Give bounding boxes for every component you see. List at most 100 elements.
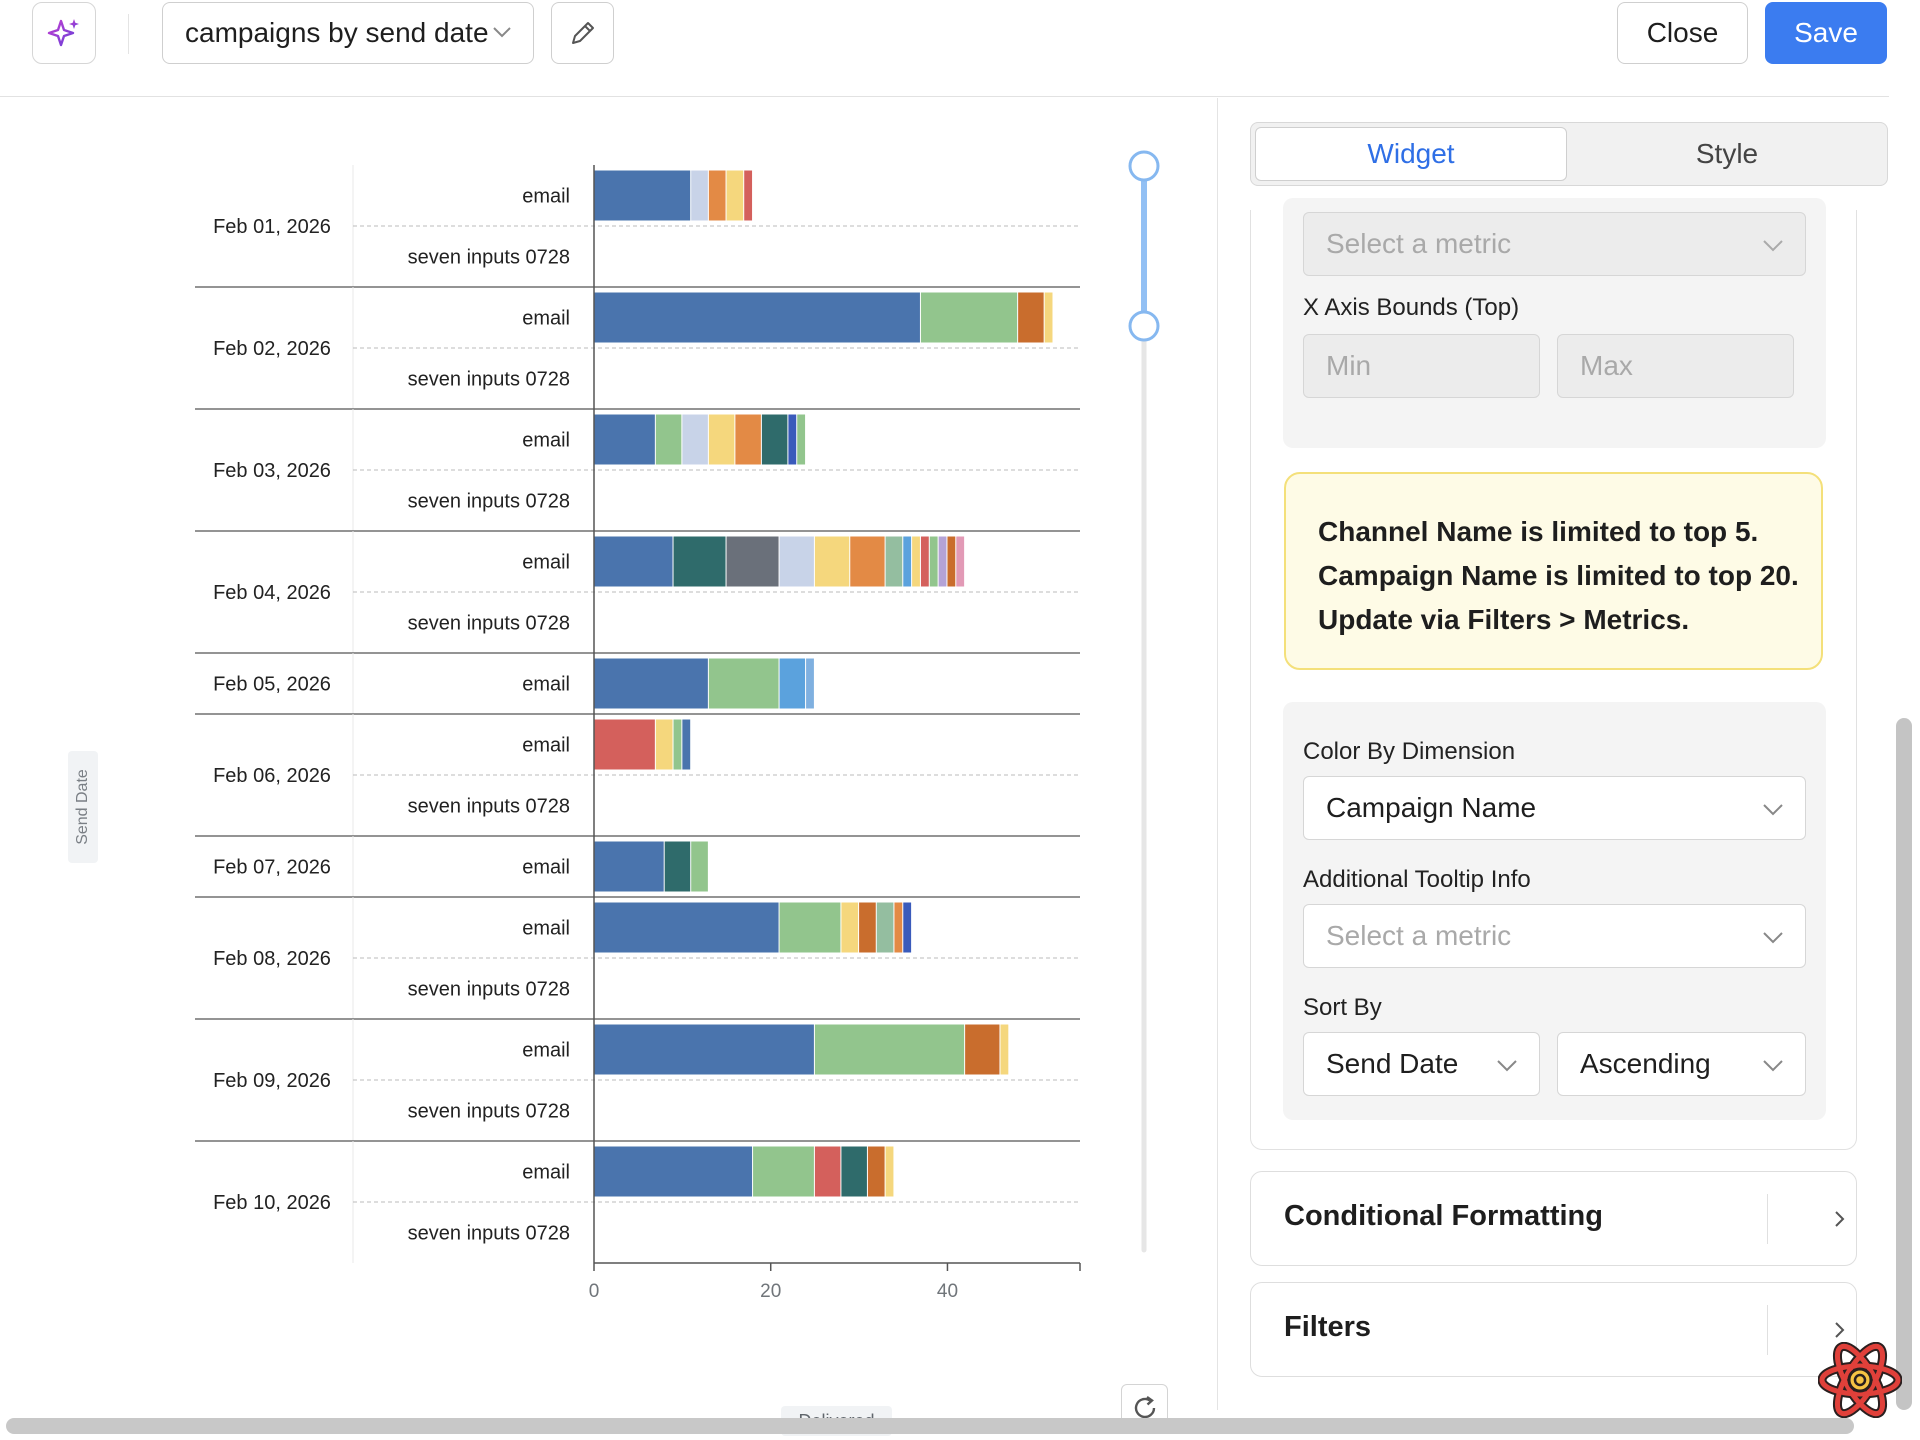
top-metric-select[interactable]: Select a metric	[1303, 212, 1806, 276]
bar-segment	[735, 414, 761, 465]
bar-segment	[594, 658, 708, 709]
chevron-down-icon	[493, 27, 511, 38]
bar-segment	[682, 414, 708, 465]
date-label: Feb 03, 2026	[213, 460, 331, 482]
close-button[interactable]: Close	[1617, 2, 1748, 64]
chevron-right-icon	[1835, 1322, 1845, 1338]
x-tick-label: 20	[760, 1281, 781, 1302]
bar-segment	[594, 841, 664, 892]
react-devtools-icon[interactable]	[1818, 1342, 1902, 1418]
tooltip-metric-select[interactable]: Select a metric	[1303, 904, 1806, 968]
bar-segment	[814, 1146, 841, 1197]
channel-label: email	[522, 918, 570, 940]
zoom-slider-handle-top[interactable]	[1128, 150, 1160, 182]
chevron-down-icon	[1763, 804, 1783, 816]
bar-segment	[841, 1146, 867, 1197]
bar-segment	[947, 536, 956, 587]
date-label: Feb 05, 2026	[213, 674, 331, 696]
widget-settings-card: Select a metric X Axis Bounds (Top) Min …	[1250, 198, 1857, 1150]
tab-style[interactable]: Style	[1695, 138, 1759, 169]
bar-segment	[673, 719, 682, 770]
limit-warning: Channel Name is limited to top 5. Campai…	[1284, 472, 1823, 670]
bar-segment	[594, 902, 779, 953]
bar-segment	[594, 292, 920, 343]
bar-segment	[779, 658, 806, 709]
date-label: Feb 02, 2026	[213, 338, 331, 360]
bar-segment	[1044, 292, 1053, 343]
bar-segment	[894, 902, 903, 953]
channel-label: seven inputs 0728	[408, 979, 570, 1001]
widget-title-select[interactable]: campaigns by send date	[162, 2, 534, 64]
bar-segment	[726, 536, 779, 587]
bar-segment	[779, 902, 841, 953]
tooltip-label: Additional Tooltip Info	[1303, 866, 1531, 893]
chevron-right-icon	[1835, 1211, 1845, 1227]
channel-label: email	[522, 1162, 570, 1184]
bar-segment	[1018, 292, 1044, 343]
ai-assist-button[interactable]	[32, 2, 96, 64]
bar-segment	[673, 536, 726, 587]
color-by-select[interactable]: Campaign Name	[1303, 776, 1806, 840]
zoom-slider-handle-bottom[interactable]	[1128, 310, 1160, 342]
date-label: Feb 09, 2026	[213, 1070, 331, 1092]
chevron-down-icon	[1497, 1060, 1517, 1072]
bar-segment	[938, 536, 947, 587]
bar-segment	[753, 1146, 814, 1197]
channel-label: email	[522, 1040, 570, 1062]
channel-label: seven inputs 0728	[408, 1223, 570, 1245]
bar-segment	[956, 536, 965, 587]
refresh-icon	[1134, 1395, 1155, 1418]
date-label: Feb 01, 2026	[213, 216, 331, 238]
bar-segment	[594, 414, 655, 465]
bar-segment	[1000, 1024, 1009, 1075]
bar-segment	[594, 1146, 753, 1197]
bar-segment	[594, 719, 655, 770]
bar-segment	[814, 1024, 965, 1075]
bar-segment	[655, 414, 682, 465]
sort-order-select[interactable]: Ascending	[1557, 1032, 1806, 1096]
pencil-icon	[571, 22, 594, 44]
x-tick-label: 40	[937, 1281, 958, 1302]
chart-area: Feb 01, 2026 email seven inputs 0728 Feb 02…	[0, 98, 1217, 1436]
bar-segment	[903, 902, 912, 953]
x-min-input[interactable]: Min	[1303, 334, 1540, 398]
channel-label: email	[522, 186, 570, 208]
filters-section[interactable]: Filters	[1250, 1282, 1857, 1377]
channel-label: email	[522, 735, 570, 757]
bar-segment	[841, 902, 859, 953]
date-label: Feb 07, 2026	[213, 857, 331, 879]
channel-label: email	[522, 857, 570, 879]
bar-segment	[655, 719, 673, 770]
panel-tabs: Widget Style	[1250, 122, 1888, 186]
channel-label: email	[522, 308, 570, 330]
bar-segment	[797, 414, 806, 465]
conditional-formatting-section[interactable]: Conditional Formatting	[1250, 1171, 1857, 1266]
date-label: Feb 04, 2026	[213, 582, 331, 604]
sort-by-label: Sort By	[1303, 994, 1382, 1021]
bar-segment	[920, 292, 1018, 343]
x-max-input[interactable]: Max	[1557, 334, 1794, 398]
bar-segment	[708, 170, 726, 221]
channel-label: seven inputs 0728	[408, 613, 570, 635]
widget-title: campaigns by send date	[185, 17, 489, 48]
channel-label: seven inputs 0728	[408, 796, 570, 818]
settings-panel: Widget Style Select a metric X Axis Boun…	[1218, 98, 1889, 1410]
channel-label: seven inputs 0728	[408, 491, 570, 513]
x-axis-bounds-label: X Axis Bounds (Top)	[1303, 294, 1520, 321]
bar-segment	[726, 170, 744, 221]
bar-segment	[850, 536, 885, 587]
bar-segment	[965, 1024, 1000, 1075]
tab-widget[interactable]: Widget	[1255, 127, 1567, 181]
edit-title-button[interactable]	[551, 2, 614, 64]
save-button[interactable]: Save	[1765, 2, 1887, 64]
bar-segment	[594, 1024, 814, 1075]
sort-field-select[interactable]: Send Date	[1303, 1032, 1540, 1096]
bar-segment	[682, 719, 691, 770]
bar-segment	[885, 536, 903, 587]
date-label: Feb 08, 2026	[213, 948, 331, 970]
bar-segment	[867, 1146, 885, 1197]
horizontal-scrollbar[interactable]	[6, 1418, 1854, 1434]
bar-segment	[920, 536, 929, 587]
date-label: Feb 10, 2026	[213, 1192, 331, 1214]
vertical-scrollbar[interactable]	[1896, 718, 1912, 1410]
